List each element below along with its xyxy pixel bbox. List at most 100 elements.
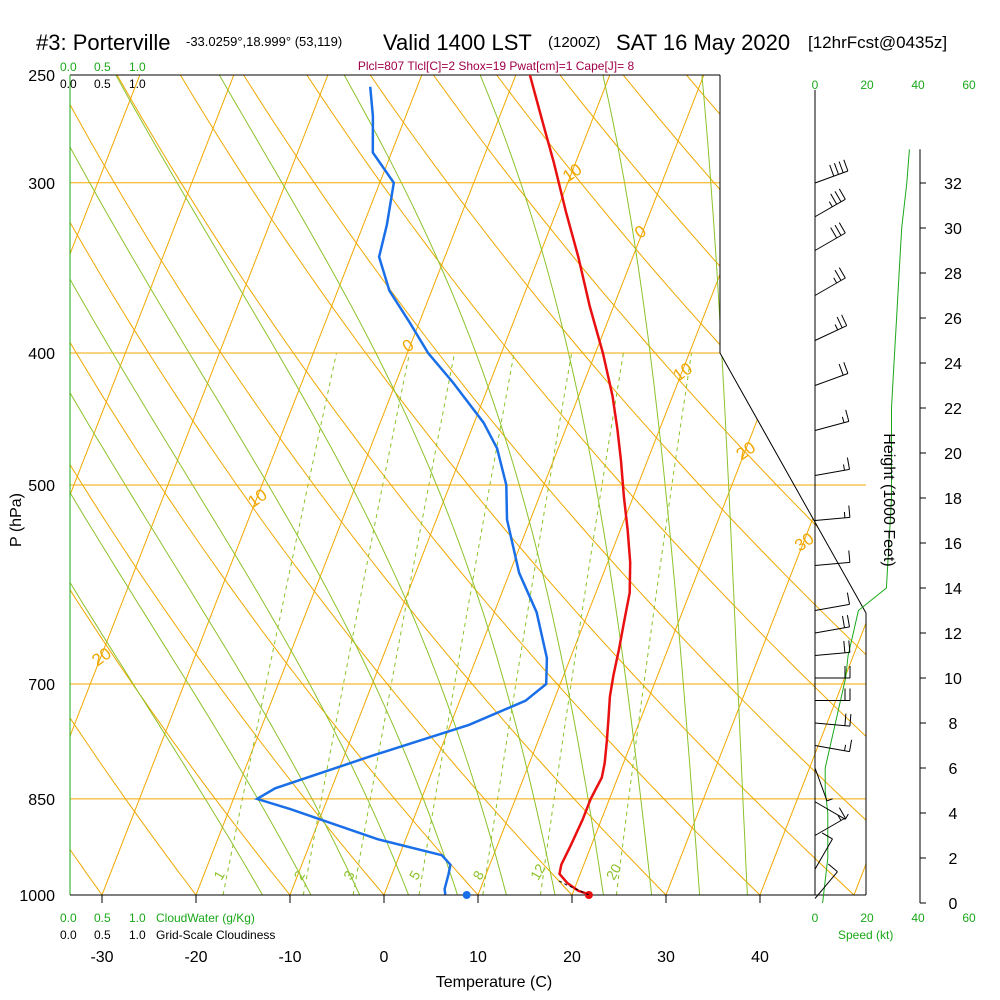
valid-time: Valid 1400 LST — [383, 30, 532, 55]
speed-scale: 0 20 40 60 0 20 40 60 Speed (kt) — [812, 78, 976, 942]
wind-barb — [814, 409, 850, 431]
wind-barb-flag — [827, 863, 838, 873]
wind-barbs — [814, 149, 910, 904]
height-tick-label: 28 — [944, 266, 962, 283]
wind-barb-half — [843, 464, 845, 471]
wind-barb-flag — [849, 714, 852, 727]
wind-barb — [814, 362, 849, 386]
wind-barb-flag — [830, 193, 838, 205]
speed-tick: 60 — [962, 78, 976, 92]
dry-adiabat-line — [70, 75, 219, 895]
cloudwater-tick: 1.0 — [129, 60, 146, 74]
dry-adiabat-line — [353, 75, 866, 895]
wind-barb-staff — [814, 651, 850, 656]
wind-barb-flag — [845, 409, 850, 422]
dry-adiabat-line — [540, 75, 866, 895]
wind-barb-flag — [843, 362, 849, 374]
wind-barb-half — [841, 416, 845, 423]
wind-barb-staff — [814, 232, 846, 251]
wind-barb — [814, 807, 846, 836]
dry-adiabat-line — [70, 75, 314, 895]
moist-adiabat-line — [70, 75, 374, 895]
moist-adiabat-line — [70, 75, 327, 895]
pressure-tick-label: 400 — [28, 346, 55, 363]
temperature-tick-label: 0 — [380, 949, 389, 966]
wind-barb-flag — [838, 267, 846, 279]
dry-adiabat-line — [103, 75, 791, 895]
mixing-ratio-label: 20 — [603, 861, 625, 883]
cloudwater-tick: 0.5 — [94, 60, 111, 74]
isotherm-line — [560, 75, 866, 895]
wind-barb-flag — [849, 739, 853, 752]
wind-barb — [814, 505, 851, 521]
temperature-tick-label: -20 — [184, 949, 207, 966]
temperature-tick-label: 40 — [751, 949, 769, 966]
wind-barb-half — [826, 798, 833, 802]
height-tick-label: 24 — [944, 356, 962, 373]
cloudiness-label: Grid-Scale Cloudiness — [156, 928, 275, 942]
wind-barb — [815, 666, 851, 679]
wind-barb-staff — [814, 745, 850, 753]
wind-barb-staff — [814, 767, 828, 802]
dry-adiabat-line — [415, 75, 866, 895]
wind-barb-staff — [814, 516, 850, 521]
wind-barb-half — [844, 813, 849, 820]
dry-adiabat-line — [70, 75, 410, 895]
dry-adiabat-line — [70, 75, 505, 895]
wind-barb-flag — [830, 227, 838, 239]
moist-adiabat-line — [218, 75, 562, 895]
wind-barb-flag — [843, 640, 846, 653]
moist-adiabat-line — [70, 75, 421, 895]
dry-adiabat-line — [70, 75, 600, 895]
pressure-tick-label: 250 — [28, 68, 55, 85]
wind-barb-staff — [814, 420, 849, 431]
wind-barb-staff — [814, 561, 850, 566]
dry-adiabat-line — [70, 75, 124, 895]
wind-barb — [814, 863, 838, 899]
cloudiness-tick: 1.0 — [129, 928, 146, 942]
isotherm-line — [372, 75, 714, 895]
wind-barb — [814, 159, 849, 184]
height-tick-label: 26 — [944, 311, 962, 328]
moist-adiabat-line — [602, 75, 703, 895]
moist-adiabat-line — [70, 75, 468, 895]
dry-adiabat-line — [603, 75, 866, 895]
isotherm-line — [70, 75, 244, 895]
height-tick-label: 6 — [949, 761, 958, 778]
cloudiness-tick: 0.0 — [60, 928, 77, 942]
wind-barb-flag — [848, 550, 851, 563]
y-axis-title: P (hPa) — [8, 493, 25, 547]
isotherm-line — [184, 75, 526, 895]
isotherm-label: 10 — [244, 485, 270, 511]
dry-adiabat-line — [70, 75, 696, 895]
cloudiness-tick: 0.0 — [60, 77, 77, 91]
wind-barb-half — [844, 744, 847, 751]
cloudiness-tick: 1.0 — [129, 77, 146, 91]
wind-barb — [814, 314, 848, 341]
wind-speed-profile — [822, 149, 910, 904]
wind-barb — [814, 832, 833, 870]
isotherm-line — [70, 75, 338, 895]
wind-barb-flag — [833, 163, 839, 175]
pressure-tick-label: 850 — [28, 792, 55, 809]
wind-barb-half — [837, 815, 842, 821]
wind-barb-flag — [842, 615, 845, 628]
height-tick-label: 8 — [949, 716, 958, 733]
moist-adiabat-line — [701, 75, 750, 895]
cloudwater-tick: 0.0 — [60, 60, 77, 74]
profiles — [253, 75, 632, 895]
wind-barb-staff — [814, 871, 838, 899]
forecast-date: SAT 16 May 2020 — [616, 30, 790, 55]
height-tick-label: 0 — [949, 896, 958, 913]
mixing-ratio-line — [482, 352, 573, 895]
wind-barb-flag — [838, 161, 844, 173]
wind-barb — [814, 615, 850, 634]
wind-barb-staff — [814, 626, 850, 634]
height-axis-title: Height (1000 Feet) — [880, 433, 897, 566]
wind-barb-flag — [834, 269, 842, 281]
wind-barb — [814, 550, 851, 566]
dry-adiabat-line — [0, 51, 28, 924]
mixing-ratio-line — [418, 352, 515, 895]
wind-barb-flag — [838, 222, 846, 234]
